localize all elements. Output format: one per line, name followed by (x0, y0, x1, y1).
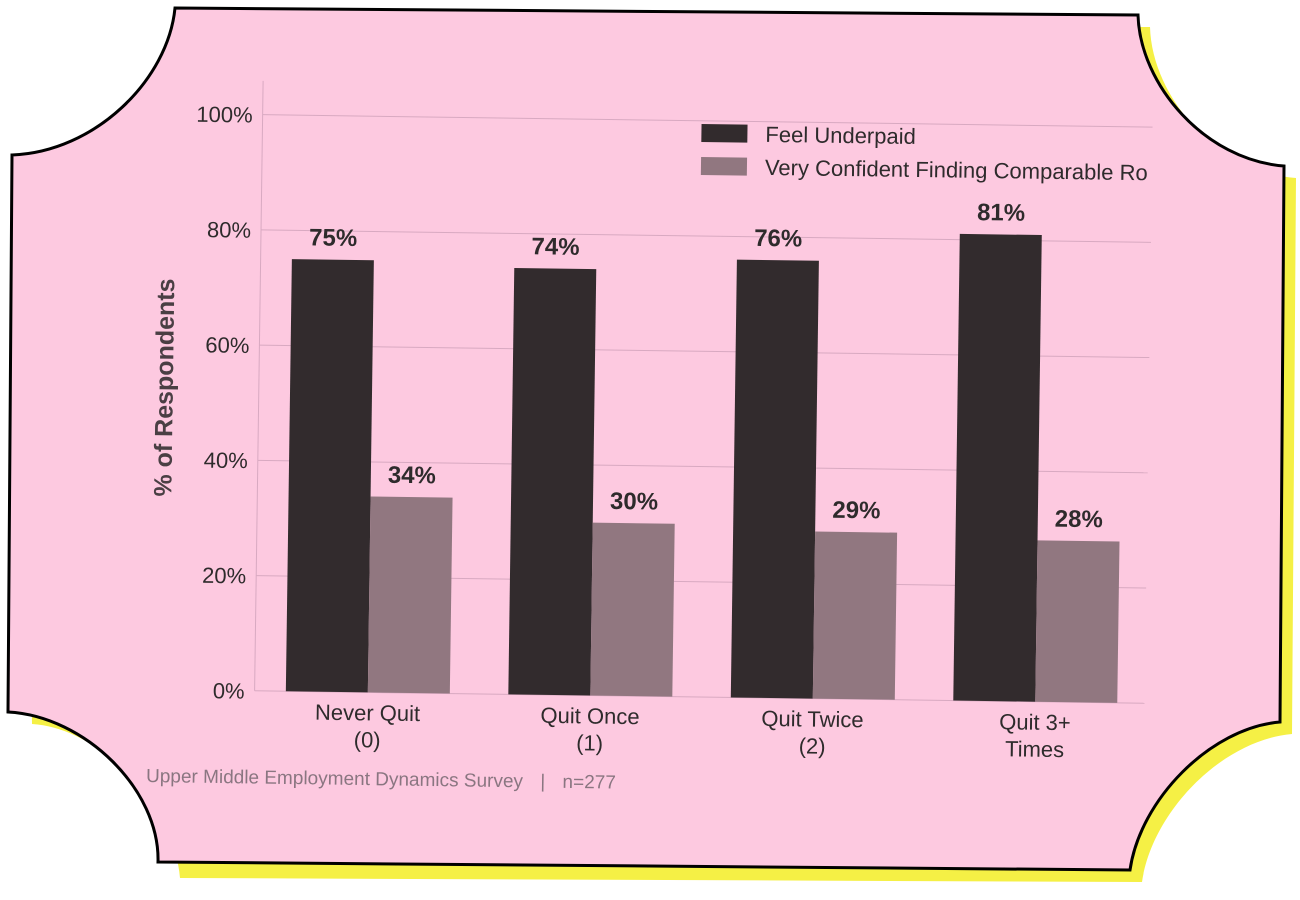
y-axis-label: % of Respondents (149, 278, 180, 496)
bar-very-confident (812, 531, 898, 700)
bar-feel-underpaid (508, 268, 597, 696)
x-tick-label: Quit Once(1) (540, 703, 640, 756)
y-tick-label: 20% (202, 563, 246, 589)
bar-feel-underpaid (730, 259, 819, 699)
x-tick-labels: Never Quit(0) Quit Once(1) Quit Twice(2) Qu… (314, 700, 1071, 762)
legend: Feel Underpaid Very Confident Finding Co… (700, 122, 1148, 185)
legend-label-very-confident: Very Confident Finding Comparable Ro (765, 155, 1148, 185)
data-label: 75% (309, 224, 357, 252)
footer-separator: | (540, 772, 545, 793)
data-label: 81% (977, 199, 1025, 227)
legend-swatch-feel-underpaid (701, 123, 748, 143)
plot-area: 0% 20% 40% 60% 80% 100% 75% 34% 74% 30% 76% 29% 81%… (149, 80, 1153, 762)
x-tick-label: Quit Twice(2) (761, 706, 864, 759)
y-tick-label: 40% (204, 448, 248, 474)
y-tick-label: 80% (207, 217, 251, 243)
data-label: 29% (832, 497, 880, 525)
y-tick-label: 100% (196, 102, 253, 128)
card (6, 6, 1286, 872)
x-tick-label: Quit 3+Times (999, 709, 1071, 762)
y-tick-labels: 0% 20% 40% 60% 80% 100% (196, 102, 253, 704)
data-label: 30% (610, 488, 658, 516)
bar-very-confident (590, 522, 675, 697)
legend-swatch-very-confident (700, 156, 748, 176)
x-tick-label: Never Quit(0) (314, 700, 420, 753)
bar-feel-underpaid (285, 259, 374, 693)
y-axis-line (254, 80, 264, 691)
data-labels: 75% 34% 74% 30% 76% 29% 81% 28% (309, 199, 1103, 534)
data-label: 76% (754, 225, 802, 253)
bar-very-confident (1035, 540, 1120, 703)
y-tick-label: 0% (213, 678, 245, 703)
data-label: 74% (531, 233, 579, 261)
gridline (262, 114, 1153, 128)
card-shape (6, 6, 1286, 872)
data-label: 28% (1055, 506, 1103, 534)
legend-label-feel-underpaid: Feel Underpaid (765, 122, 916, 149)
y-tick-label: 60% (205, 332, 249, 358)
bar-feel-underpaid (953, 233, 1042, 702)
data-label: 34% (388, 462, 436, 490)
bars (285, 233, 1120, 703)
bar-very-confident (367, 496, 453, 694)
footer-sample: n=277 (562, 772, 616, 794)
